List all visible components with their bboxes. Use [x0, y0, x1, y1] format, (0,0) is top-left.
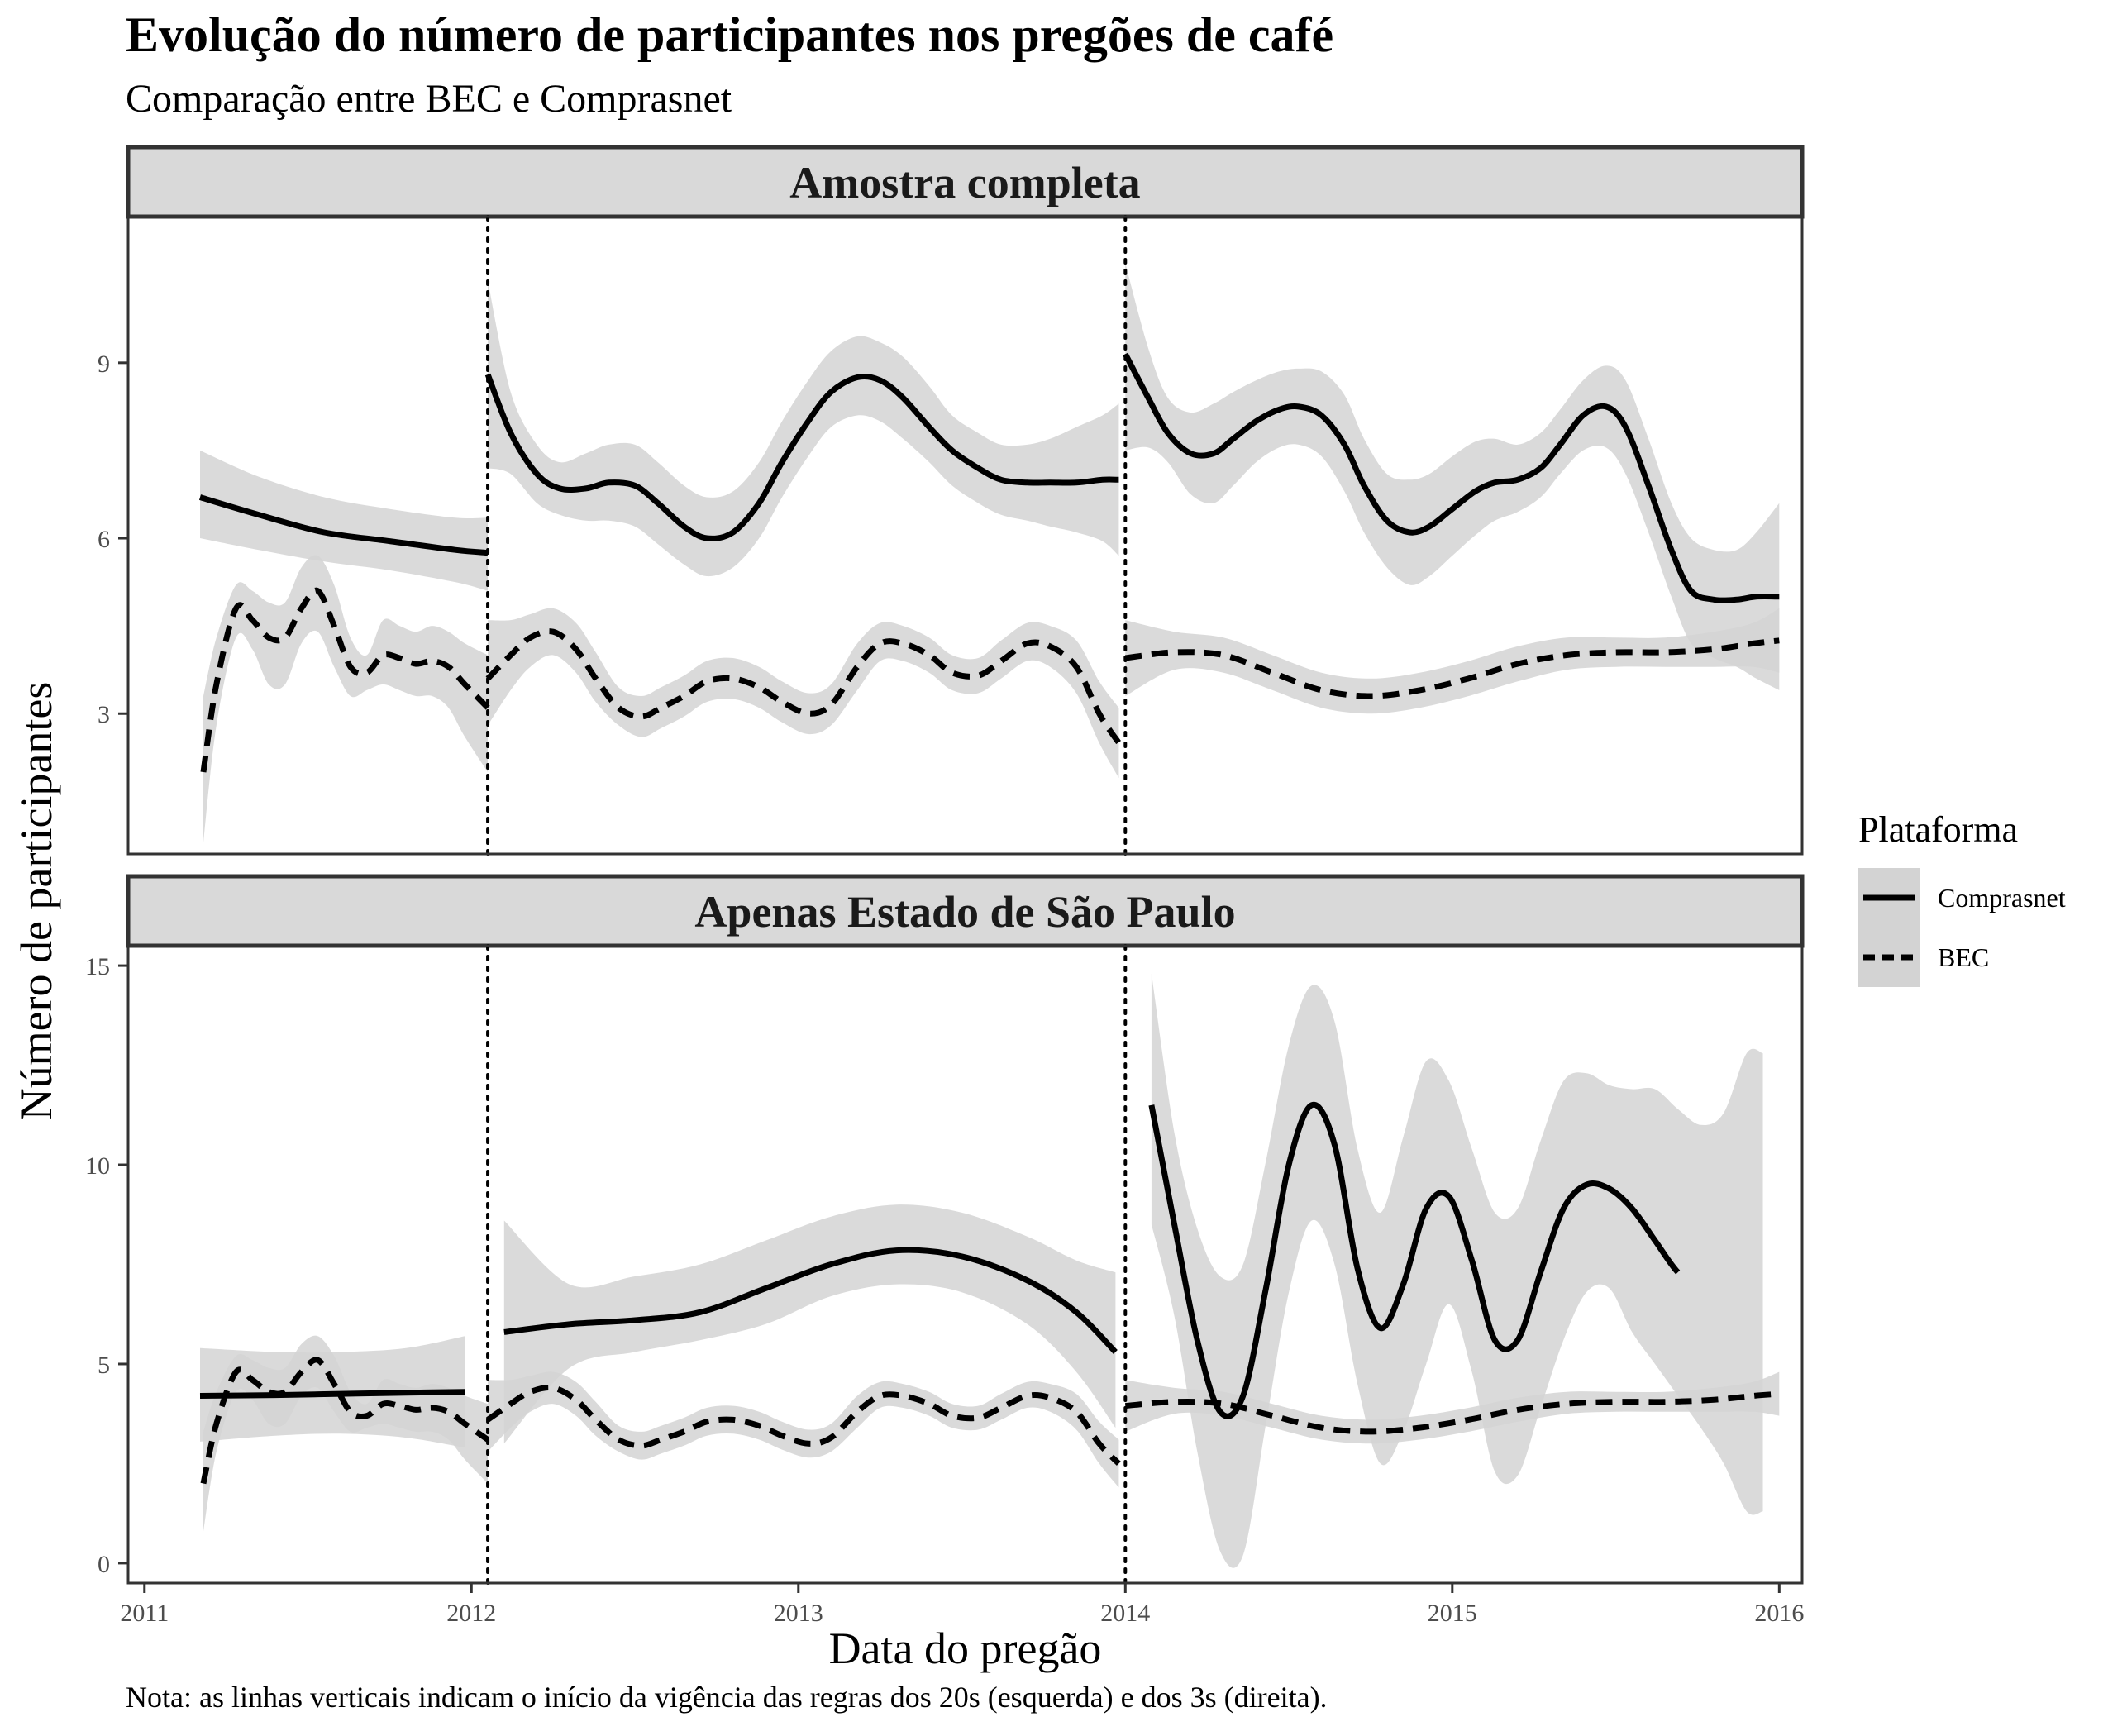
confidence-band — [1125, 263, 1780, 690]
confidence-band — [1125, 1371, 1780, 1444]
series-line-bec — [486, 1385, 1121, 1466]
y-tick-label: 10 — [85, 1152, 110, 1180]
x-tick-label: 2013 — [774, 1600, 823, 1627]
series-line-bec — [200, 1357, 490, 1485]
x-tick-label: 2016 — [1754, 1600, 1804, 1627]
x-tick-label: 2012 — [446, 1600, 496, 1627]
confidence-band — [488, 1371, 1119, 1488]
panel-border — [126, 944, 1804, 1585]
y-tick-label: 0 — [98, 1551, 110, 1578]
chart-subtitle: Comparação entre BEC e Comprasnet — [126, 77, 732, 121]
confidence-band — [488, 608, 1119, 778]
confidence-band — [203, 555, 489, 842]
x-tick-label: 2014 — [1100, 1600, 1150, 1627]
y-tick-label: 15 — [85, 953, 110, 980]
x-tick-label: 2015 — [1428, 1600, 1477, 1627]
y-tick-label: 9 — [98, 351, 110, 378]
y-tick-label: 5 — [98, 1352, 110, 1379]
legend-label-bec: BEC — [1938, 942, 1989, 972]
chart-title: Evolução do número de participantes nos … — [126, 7, 1334, 62]
series-line-comprasnet — [1148, 1101, 1681, 1419]
y-tick-label: 3 — [98, 701, 110, 728]
panel-border — [126, 215, 1804, 856]
legend-label-comprasnet: Comprasnet — [1938, 883, 2066, 913]
x-axis-title: Data do pregão — [829, 1624, 1102, 1673]
series-line-comprasnet — [199, 1389, 465, 1399]
x-tick-label: 2011 — [120, 1600, 169, 1627]
chart-caption: Nota: as linhas verticais indicam o iníc… — [126, 1681, 1328, 1714]
series-line-comprasnet — [198, 494, 489, 556]
series-line-bec — [1124, 637, 1780, 699]
series-line-comprasnet — [503, 1247, 1118, 1354]
series-line-comprasnet — [484, 373, 1119, 541]
confidence-band — [200, 450, 489, 591]
y-tick-label: 6 — [98, 526, 110, 553]
series-line-comprasnet — [1123, 352, 1780, 603]
facet-strip — [126, 874, 1805, 948]
confidence-band — [203, 1335, 489, 1532]
confidence-band — [1151, 973, 1763, 1568]
series-line-bec — [1125, 1390, 1780, 1435]
series-line-bec — [485, 628, 1122, 745]
facet-strip-label: Apenas Estado de São Paulo — [694, 887, 1235, 937]
y-axis-title: Número de participantes — [12, 682, 61, 1121]
facet-strip-label: Amostra completa — [789, 158, 1140, 207]
confidence-band — [503, 1204, 1116, 1444]
confidence-band — [1125, 608, 1780, 714]
legend-title: Plataforma — [1858, 809, 2018, 850]
